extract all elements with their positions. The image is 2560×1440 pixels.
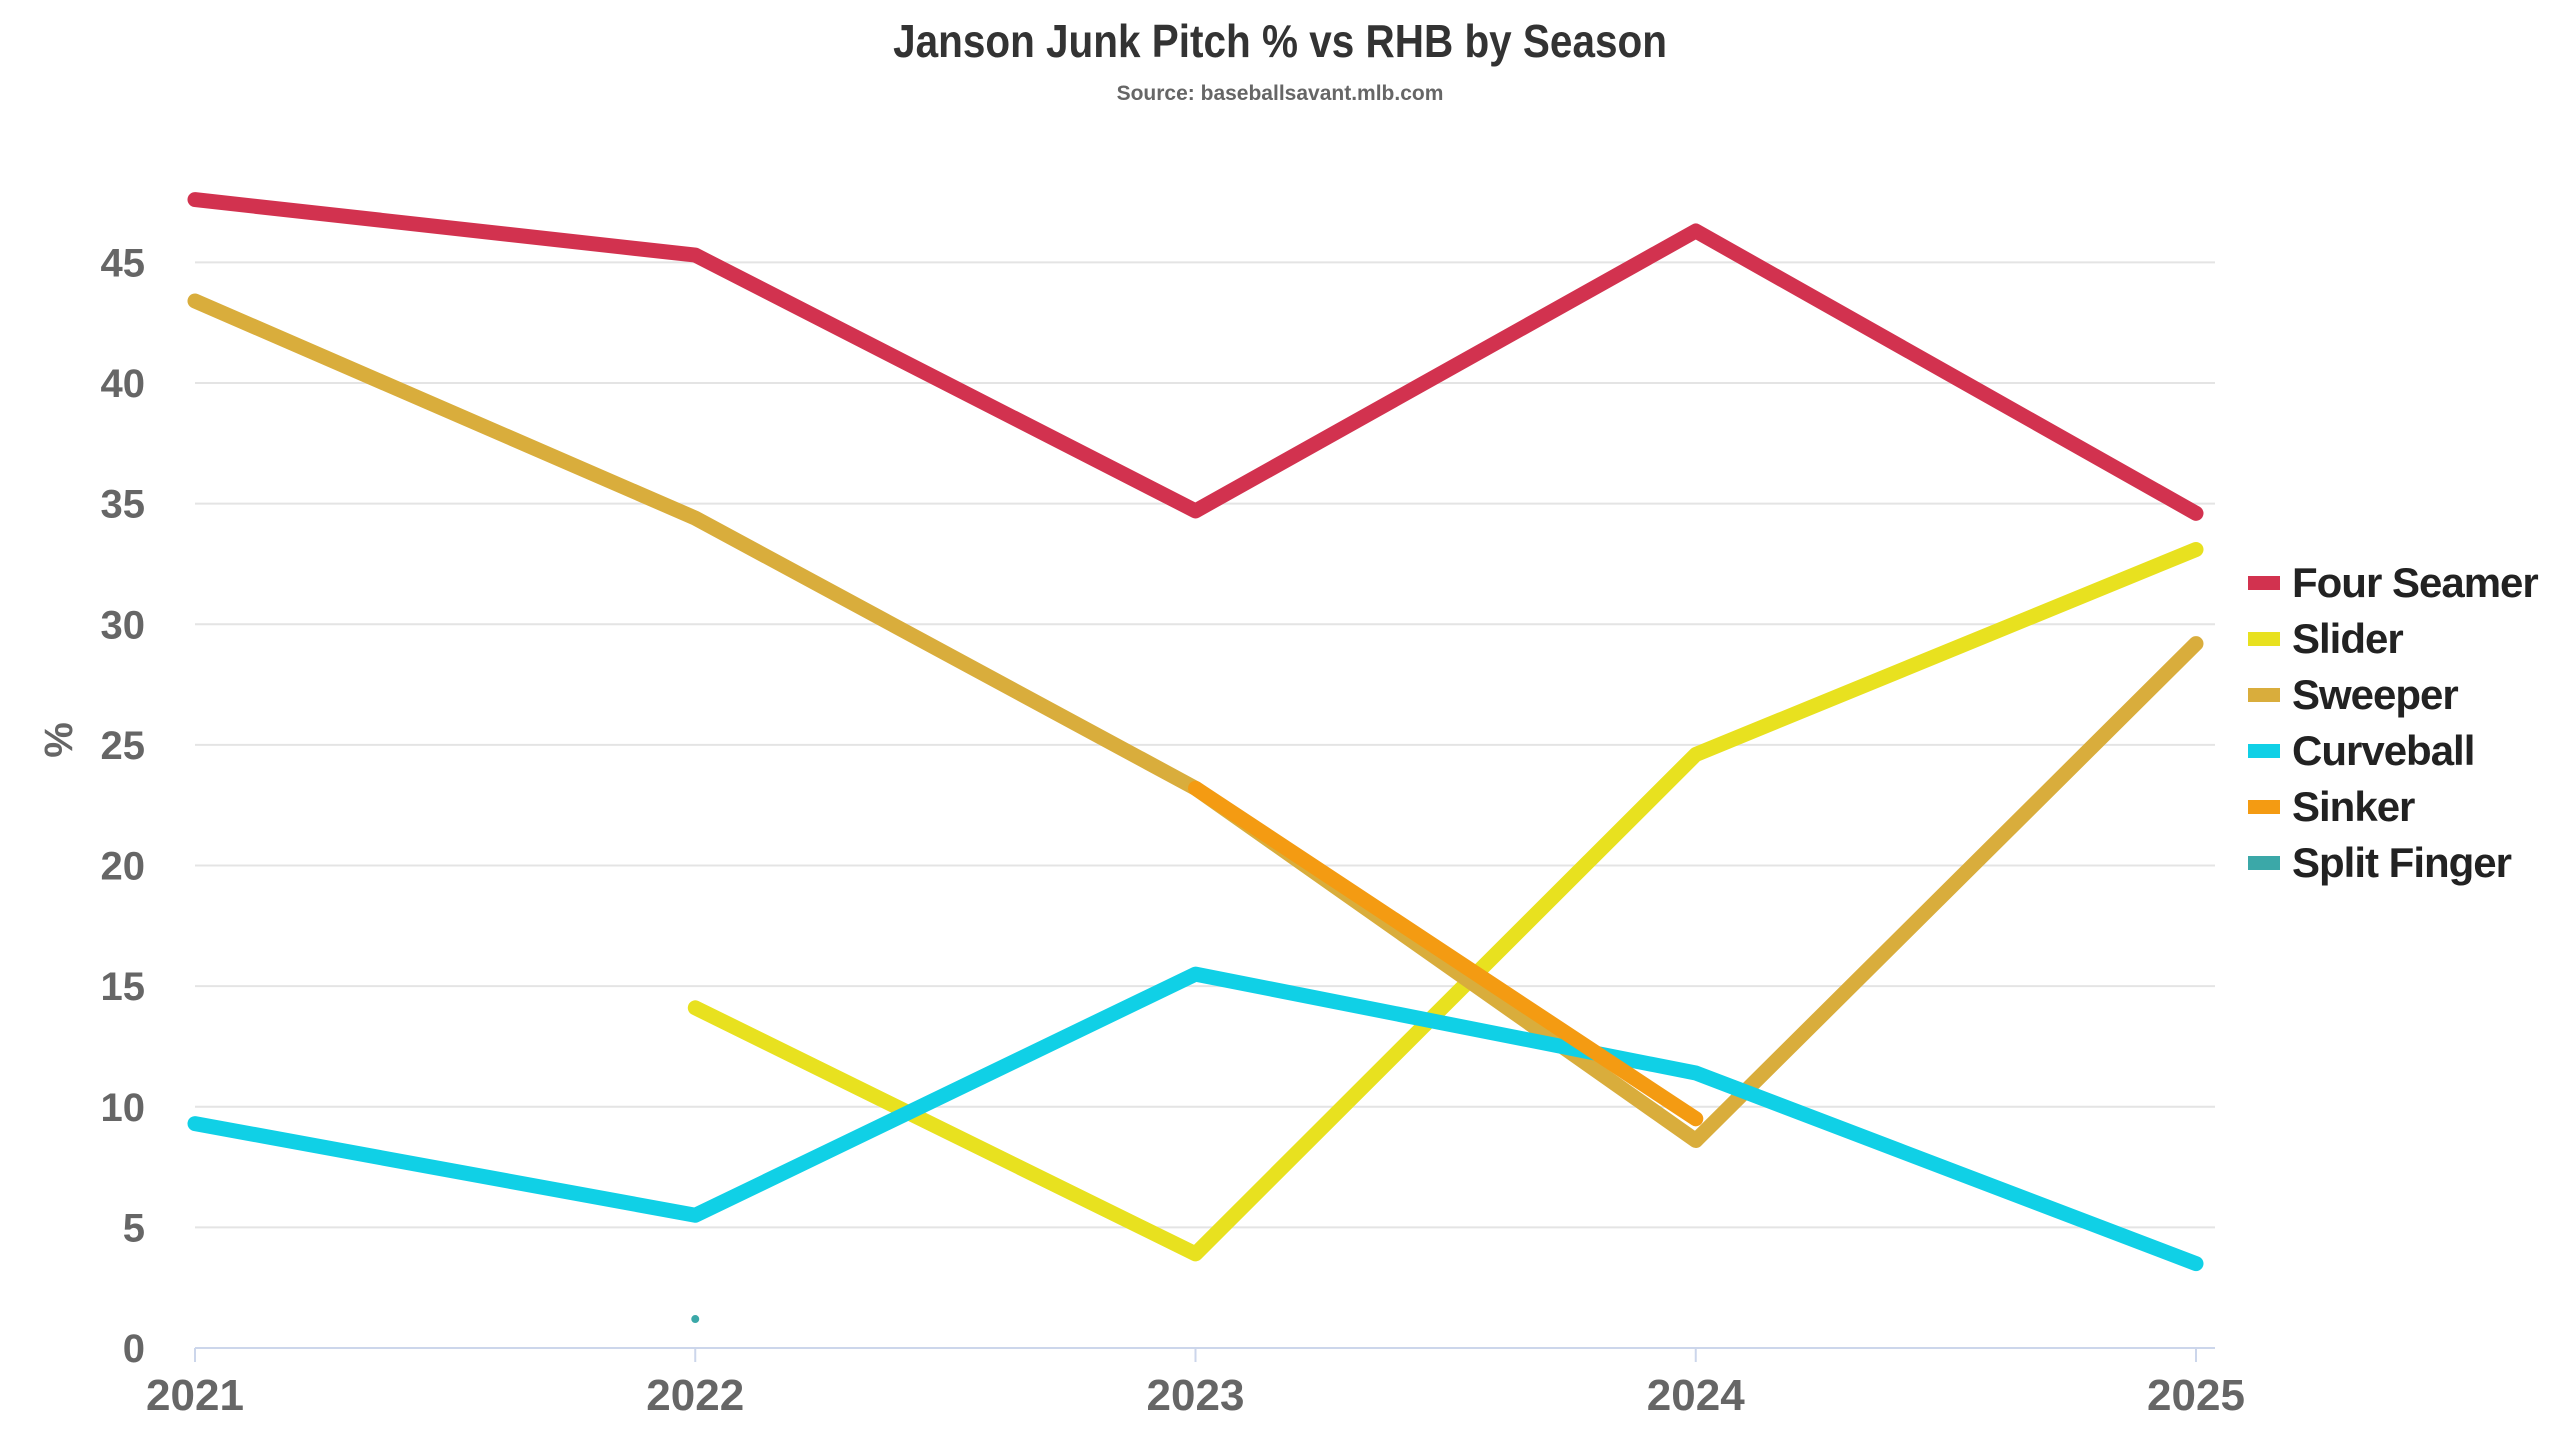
- series-line-sinker: [1188, 780, 1704, 1127]
- y-tick-label: 0: [123, 1327, 145, 1371]
- legend-label: Slider: [2292, 615, 2404, 662]
- legend-label: Split Finger: [2292, 839, 2512, 886]
- x-tick-label: 2023: [1147, 1371, 1245, 1420]
- x-tick-label: 2022: [646, 1371, 744, 1420]
- x-tick-label: 2025: [2147, 1371, 2245, 1420]
- legend-item-sweeper[interactable]: Sweeper: [2248, 667, 2538, 723]
- y-tick-label: 5: [123, 1206, 145, 1250]
- legend-label: Curveball: [2292, 727, 2475, 774]
- legend-label: Four Seamer: [2292, 559, 2539, 606]
- legend-item-slider[interactable]: Slider: [2248, 611, 2538, 667]
- y-tick-label: 20: [101, 845, 146, 889]
- legend-item-four-seamer[interactable]: Four Seamer: [2248, 555, 2539, 611]
- legend-item-curveball[interactable]: Curveball: [2248, 723, 2538, 779]
- chart-title: Janson Junk Pitch % vs RHB by Season: [893, 15, 1667, 67]
- y-tick-label: 45: [101, 241, 146, 285]
- legend-swatch: [2248, 856, 2280, 870]
- y-tick-label: 30: [101, 603, 146, 647]
- series-line-four-seamer: [187, 192, 2204, 521]
- y-tick-label: 40: [101, 362, 146, 406]
- legend-swatch: [2248, 632, 2280, 646]
- legend: Four Seamer Slider Sweeper Curveball Sinker S…: [2248, 555, 2539, 891]
- legend-label: Sweeper: [2292, 671, 2459, 718]
- legend-swatch: [2248, 800, 2280, 814]
- x-tick-label: 2024: [1647, 1371, 1745, 1420]
- series-line-slider: [687, 542, 2204, 1262]
- series-line-sweeper: [187, 293, 2204, 1148]
- legend-swatch: [2248, 576, 2280, 590]
- series-point-split-finger: [691, 1315, 700, 1324]
- gridlines: [195, 261, 2215, 1229]
- legend-swatch: [2248, 688, 2280, 702]
- y-tick-label: 25: [101, 724, 146, 768]
- y-tick-label: 10: [101, 1086, 146, 1130]
- y-tick-label: 35: [101, 483, 146, 527]
- legend-item-sinker[interactable]: Sinker: [2248, 779, 2538, 835]
- y-tick-label: 15: [101, 965, 146, 1009]
- series-line-curveball: [187, 966, 2204, 1272]
- y-axis-label: %: [37, 722, 81, 758]
- x-tick-label: 2021: [146, 1371, 244, 1420]
- legend-label: Sinker: [2292, 783, 2415, 830]
- legend-swatch: [2248, 744, 2280, 758]
- chart-subtitle: Source: baseballsavant.mlb.com: [1116, 82, 1444, 105]
- series-lines: [187, 192, 2204, 1324]
- legend-item-split-finger[interactable]: Split Finger: [2248, 835, 2538, 891]
